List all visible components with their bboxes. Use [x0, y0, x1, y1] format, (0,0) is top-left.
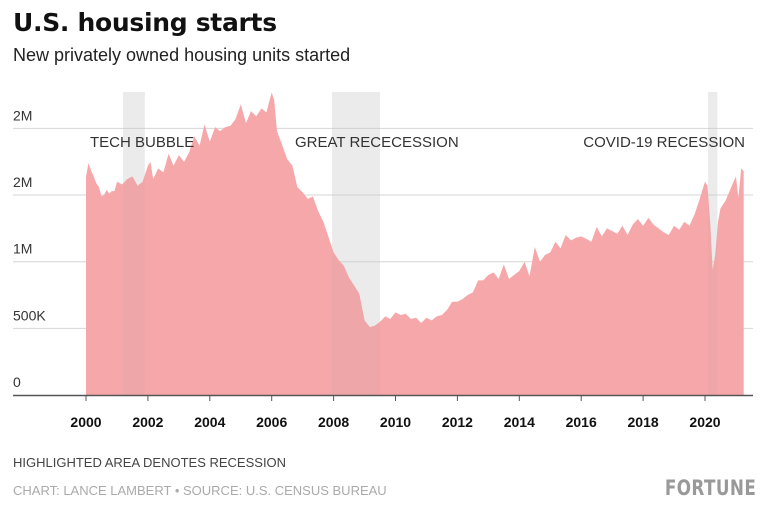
y-tick-label: 1M — [13, 241, 32, 257]
x-tick-label: 2014 — [504, 414, 535, 430]
recession-overlay — [123, 92, 145, 395]
y-tick-label: 0 — [13, 374, 21, 390]
x-axis-labels: 2000 2002 2004 2006 2008 2010 2012 2014 2016 2018… — [70, 414, 720, 430]
recession-overlay — [332, 92, 381, 395]
x-tick-label: 2008 — [318, 414, 349, 430]
chart-subtitle: New privately owned housing units starte… — [13, 45, 351, 65]
x-tick-label: 2018 — [628, 414, 659, 430]
x-tick-label: 2016 — [566, 414, 597, 430]
recession-label: TECH BUBBLE — [90, 134, 194, 151]
x-tick-label: 2010 — [380, 414, 411, 430]
housing-starts-area — [86, 92, 744, 396]
recession-overlay — [708, 92, 718, 395]
x-tick-label: 2002 — [132, 414, 163, 430]
chart-credit: CHART: LANCE LAMBERT • SOURCE: U.S. CENS… — [13, 483, 387, 498]
y-axis-labels: 0 500K 1M 2M 2M — [13, 107, 46, 390]
x-tick-label: 2012 — [442, 414, 473, 430]
recession-overlays — [123, 92, 718, 395]
recession-label: GREAT RECECESSION — [295, 134, 459, 151]
y-tick-label: 500K — [13, 307, 46, 323]
area-layer — [86, 92, 744, 396]
recession-annotations: TECH BUBBLE GREAT RECECESSION COVID-19 REC… — [90, 134, 745, 151]
x-tick-label: 2004 — [194, 414, 225, 430]
x-axis — [13, 394, 753, 401]
x-tick-label: 2000 — [70, 414, 101, 430]
recession-note: HIGHLIGHTED AREA DENOTES RECESSION — [13, 455, 287, 470]
fortune-logo: FORTUNE — [664, 476, 756, 500]
y-tick-label: 2M — [13, 107, 32, 123]
x-tick-label: 2020 — [689, 414, 720, 430]
y-tick-label: 2M — [13, 174, 32, 190]
x-tick-label: 2006 — [256, 414, 287, 430]
recession-band — [708, 92, 718, 395]
chart-title: U.S. housing starts — [13, 8, 277, 37]
recession-label: COVID-19 RECESSION — [583, 134, 745, 151]
